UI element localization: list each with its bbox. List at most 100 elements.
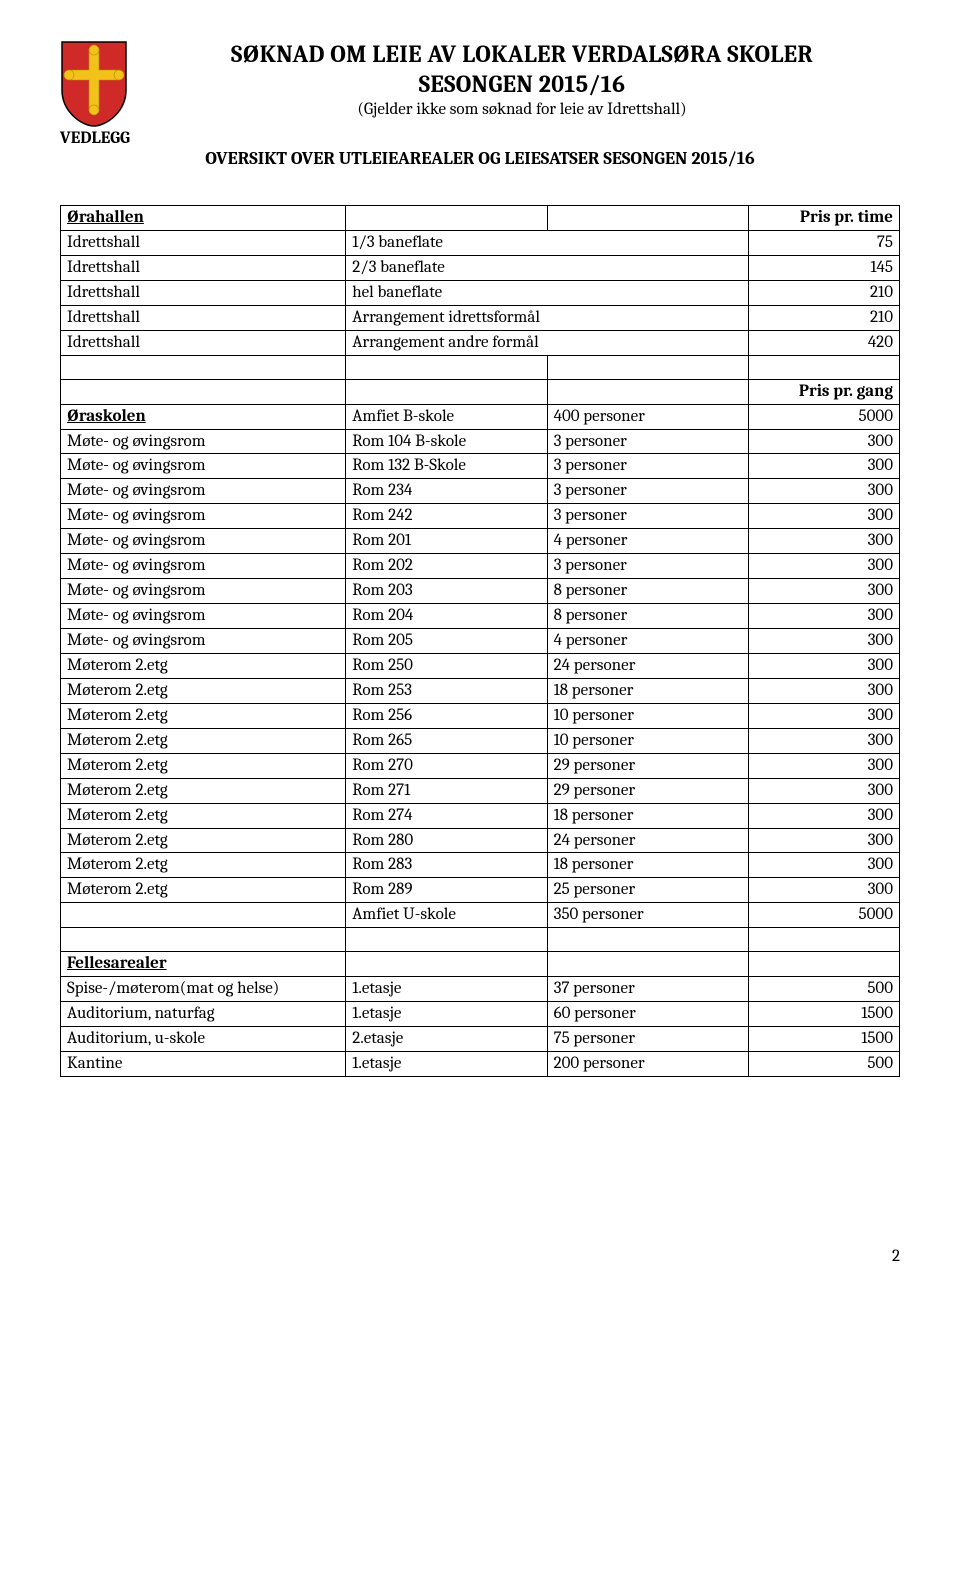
- table-cell: [547, 355, 748, 379]
- table-cell: Rom 242: [346, 504, 547, 529]
- table-cell: Møterom 2.etg: [61, 828, 346, 853]
- table-cell: [547, 206, 748, 231]
- table-cell: Møterom 2.etg: [61, 753, 346, 778]
- table-cell: Rom 270: [346, 753, 547, 778]
- table-cell: Øraskolen: [61, 404, 346, 429]
- table-cell: 300: [748, 753, 899, 778]
- table-cell: [61, 903, 346, 928]
- table-cell: Rom 283: [346, 853, 547, 878]
- table-cell: [748, 928, 899, 952]
- table-cell: 10 personer: [547, 703, 748, 728]
- table-cell: 300: [748, 429, 899, 454]
- table-cell: Rom 271: [346, 778, 547, 803]
- table-cell: Møterom 2.etg: [61, 878, 346, 903]
- table-row: Idrettshall1/3 baneflate75: [61, 230, 900, 255]
- table-cell: 5000: [748, 903, 899, 928]
- table-row: Møte- og øvingsromRom 2423 personer300: [61, 504, 900, 529]
- table-row: Møterom 2.etgRom 25610 personer300: [61, 703, 900, 728]
- table-row: Møterom 2.etgRom 28318 personer300: [61, 853, 900, 878]
- table-cell: 300: [748, 853, 899, 878]
- table-cell: Pris pr. gang: [748, 379, 899, 404]
- table-cell: 4 personer: [547, 529, 748, 554]
- table-cell: 60 personer: [547, 1002, 748, 1027]
- table-cell: 500: [748, 1052, 899, 1077]
- table-cell: 300: [748, 878, 899, 903]
- table-cell: 10 personer: [547, 728, 748, 753]
- table-cell: Rom 256: [346, 703, 547, 728]
- table-cell: 2/3 baneflate: [346, 255, 749, 280]
- table-cell: Amfiet U-skole: [346, 903, 547, 928]
- table-cell: Møte- og øvingsrom: [61, 554, 346, 579]
- table-row: Møte- og øvingsromRom 2014 personer300: [61, 529, 900, 554]
- price-table: ØrahallenPris pr. timeIdrettshall1/3 ban…: [60, 205, 900, 1077]
- table-cell: 1500: [748, 1002, 899, 1027]
- table-cell: [61, 355, 346, 379]
- table-row: Amfiet U-skole350 personer5000: [61, 903, 900, 928]
- table-cell: 1.etasje: [346, 977, 547, 1002]
- table-cell: 300: [748, 828, 899, 853]
- table-row: Møte- og øvingsromRom 2054 personer300: [61, 629, 900, 654]
- table-cell: Auditorium, naturfag: [61, 1002, 346, 1027]
- table-cell: Ørahallen: [61, 206, 346, 231]
- page-number: 2: [60, 1247, 900, 1266]
- table-row: Spise-/møterom(mat og helse)1.etasje37 p…: [61, 977, 900, 1002]
- table-cell: 300: [748, 554, 899, 579]
- table-cell: 75 personer: [547, 1027, 748, 1052]
- table-cell: Rom 274: [346, 803, 547, 828]
- table-cell: Møte- og øvingsrom: [61, 504, 346, 529]
- title-line-1: SØKNAD OM LEIE AV LOKALER VERDALSØRA SKO…: [144, 40, 900, 68]
- subtitle: (Gjelder ikke som søknad for leie av Idr…: [144, 100, 900, 119]
- title-line-2: SESONGEN 2015/16: [144, 70, 900, 98]
- table-cell: Møterom 2.etg: [61, 728, 346, 753]
- table-cell: Møterom 2.etg: [61, 703, 346, 728]
- table-cell: Rom 280: [346, 828, 547, 853]
- table-cell: Rom 234: [346, 479, 547, 504]
- table-cell: [346, 928, 547, 952]
- table-cell: 300: [748, 529, 899, 554]
- table-cell: Idrettshall: [61, 330, 346, 355]
- table-cell: 3 personer: [547, 429, 748, 454]
- table-cell: 24 personer: [547, 653, 748, 678]
- table-cell: 3 personer: [547, 504, 748, 529]
- table-cell: [748, 952, 899, 977]
- table-cell: Møterom 2.etg: [61, 678, 346, 703]
- table-cell: 300: [748, 504, 899, 529]
- table-cell: 5000: [748, 404, 899, 429]
- table-cell: 210: [748, 305, 899, 330]
- table-cell: 29 personer: [547, 753, 748, 778]
- table-cell: 210: [748, 280, 899, 305]
- table-cell: 37 personer: [547, 977, 748, 1002]
- table-cell: Idrettshall: [61, 280, 346, 305]
- table-cell: Rom 205: [346, 629, 547, 654]
- table-cell: Auditorium, u-skole: [61, 1027, 346, 1052]
- table-cell: 300: [748, 703, 899, 728]
- table-row: Møterom 2.etgRom 25318 personer300: [61, 678, 900, 703]
- table-cell: 18 personer: [547, 678, 748, 703]
- table-cell: 3 personer: [547, 479, 748, 504]
- table-cell: Idrettshall: [61, 305, 346, 330]
- table-row: Møterom 2.etgRom 26510 personer300: [61, 728, 900, 753]
- table-cell: Møterom 2.etg: [61, 853, 346, 878]
- table-cell: Rom 289: [346, 878, 547, 903]
- table-row: Møte- og øvingsromRom 2023 personer300: [61, 554, 900, 579]
- table-cell: Rom 104 B-skole: [346, 429, 547, 454]
- table-cell: 3 personer: [547, 454, 748, 479]
- table-cell: [346, 206, 547, 231]
- table-row: Møte- og øvingsromRom 2048 personer300: [61, 604, 900, 629]
- logo-shield: [60, 40, 128, 133]
- vedlegg-label: VEDLEGG: [60, 129, 900, 148]
- table-cell: 420: [748, 330, 899, 355]
- table-cell: [346, 952, 547, 977]
- table-row: Møterom 2.etgRom 25024 personer300: [61, 653, 900, 678]
- table-cell: 300: [748, 678, 899, 703]
- table-cell: 3 personer: [547, 554, 748, 579]
- table-cell: 8 personer: [547, 604, 748, 629]
- table-cell: Rom 201: [346, 529, 547, 554]
- table-cell: 300: [748, 629, 899, 654]
- table-cell: 200 personer: [547, 1052, 748, 1077]
- table-row: ØrahallenPris pr. time: [61, 206, 900, 231]
- table-cell: 4 personer: [547, 629, 748, 654]
- table-cell: 300: [748, 653, 899, 678]
- table-row: Auditorium, naturfag1.etasje60 personer1…: [61, 1002, 900, 1027]
- table-cell: 145: [748, 255, 899, 280]
